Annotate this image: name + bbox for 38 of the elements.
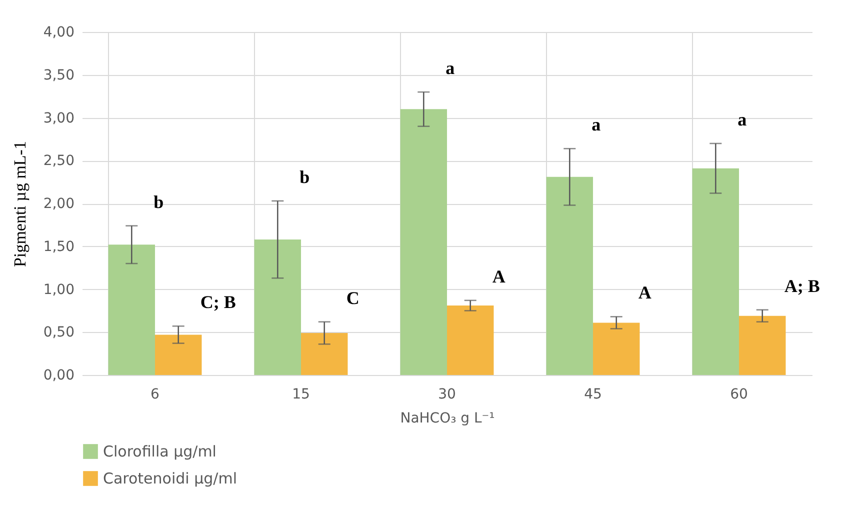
y-tick-label: 3,00	[43, 110, 74, 126]
x-tick-label: 30	[438, 386, 456, 402]
bar	[400, 109, 447, 375]
annotation: a	[592, 114, 601, 135]
legend-label: Clorofilla µg/ml	[103, 442, 216, 460]
annotation: a	[738, 109, 747, 130]
annotation: b	[300, 166, 310, 187]
bar	[108, 244, 155, 375]
annotation: a	[446, 58, 455, 78]
annotation: A; B	[784, 276, 820, 296]
annotation: C	[346, 288, 360, 308]
y-tick-label: 0,50	[43, 324, 74, 341]
bar	[692, 168, 739, 375]
bar	[546, 176, 593, 375]
x-tick-label: 15	[292, 386, 310, 402]
bar	[447, 306, 494, 375]
x-tick-label: 6	[150, 386, 160, 402]
y-tick-label: 1,50	[43, 238, 74, 255]
x-tick-label: 45	[584, 386, 602, 402]
bar	[155, 334, 202, 375]
annotation: b	[154, 192, 164, 212]
y-axis-title: Pigmenti µg mL-1	[10, 141, 30, 267]
y-tick-label: 4,00	[43, 24, 74, 40]
annotation: A	[638, 282, 652, 303]
y-tick-label: 2,00	[43, 196, 74, 212]
y-tick-label: 1,00	[43, 282, 74, 298]
annotation: C; B	[200, 292, 236, 312]
bar	[254, 240, 301, 375]
y-tick-label: 2,50	[43, 153, 74, 170]
legend-label: Carotenoidi µg/ml	[103, 470, 237, 488]
y-tick-label: 3,50	[43, 67, 74, 84]
bar	[739, 316, 786, 375]
x-axis-title: NaHCO₃ g L⁻¹	[400, 410, 495, 426]
x-tick-label: 60	[730, 386, 748, 402]
y-tick-label: 0,00	[43, 368, 74, 384]
bar	[301, 332, 348, 375]
annotation: A	[492, 266, 506, 286]
bar	[593, 322, 640, 375]
